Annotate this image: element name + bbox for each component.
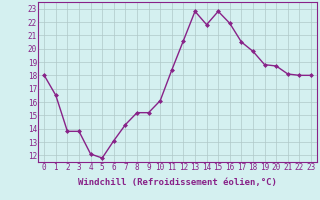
X-axis label: Windchill (Refroidissement éolien,°C): Windchill (Refroidissement éolien,°C) <box>78 178 277 187</box>
